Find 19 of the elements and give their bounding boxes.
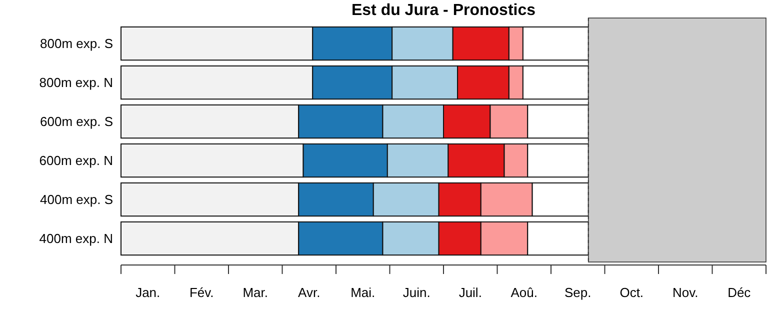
y-tick-label: 600m exp. N bbox=[39, 153, 113, 168]
chart-title: Est du Jura - Pronostics bbox=[351, 2, 536, 19]
text: Aoû. bbox=[510, 285, 538, 300]
text: Jan. bbox=[136, 285, 160, 300]
text: Oct. bbox=[620, 285, 644, 300]
text: Mai. bbox=[350, 285, 376, 300]
y-tick-label: 800m exp. S bbox=[40, 36, 114, 52]
y-tick-label: 800m exp. N bbox=[39, 75, 113, 90]
y-tick-label: 400m exp. S bbox=[40, 192, 114, 208]
text: Déc bbox=[728, 285, 752, 300]
text: Nov. bbox=[672, 285, 698, 300]
text: Juin. bbox=[402, 285, 430, 300]
text: Sep. bbox=[564, 285, 592, 300]
text: Avr. bbox=[298, 285, 320, 300]
text: Juil. bbox=[458, 285, 482, 300]
y-tick-label: 400m exp. N bbox=[39, 231, 113, 246]
y-tick-label: 600m exp. S bbox=[40, 114, 114, 130]
text: Mar. bbox=[242, 285, 268, 300]
text: Fév. bbox=[189, 285, 214, 300]
